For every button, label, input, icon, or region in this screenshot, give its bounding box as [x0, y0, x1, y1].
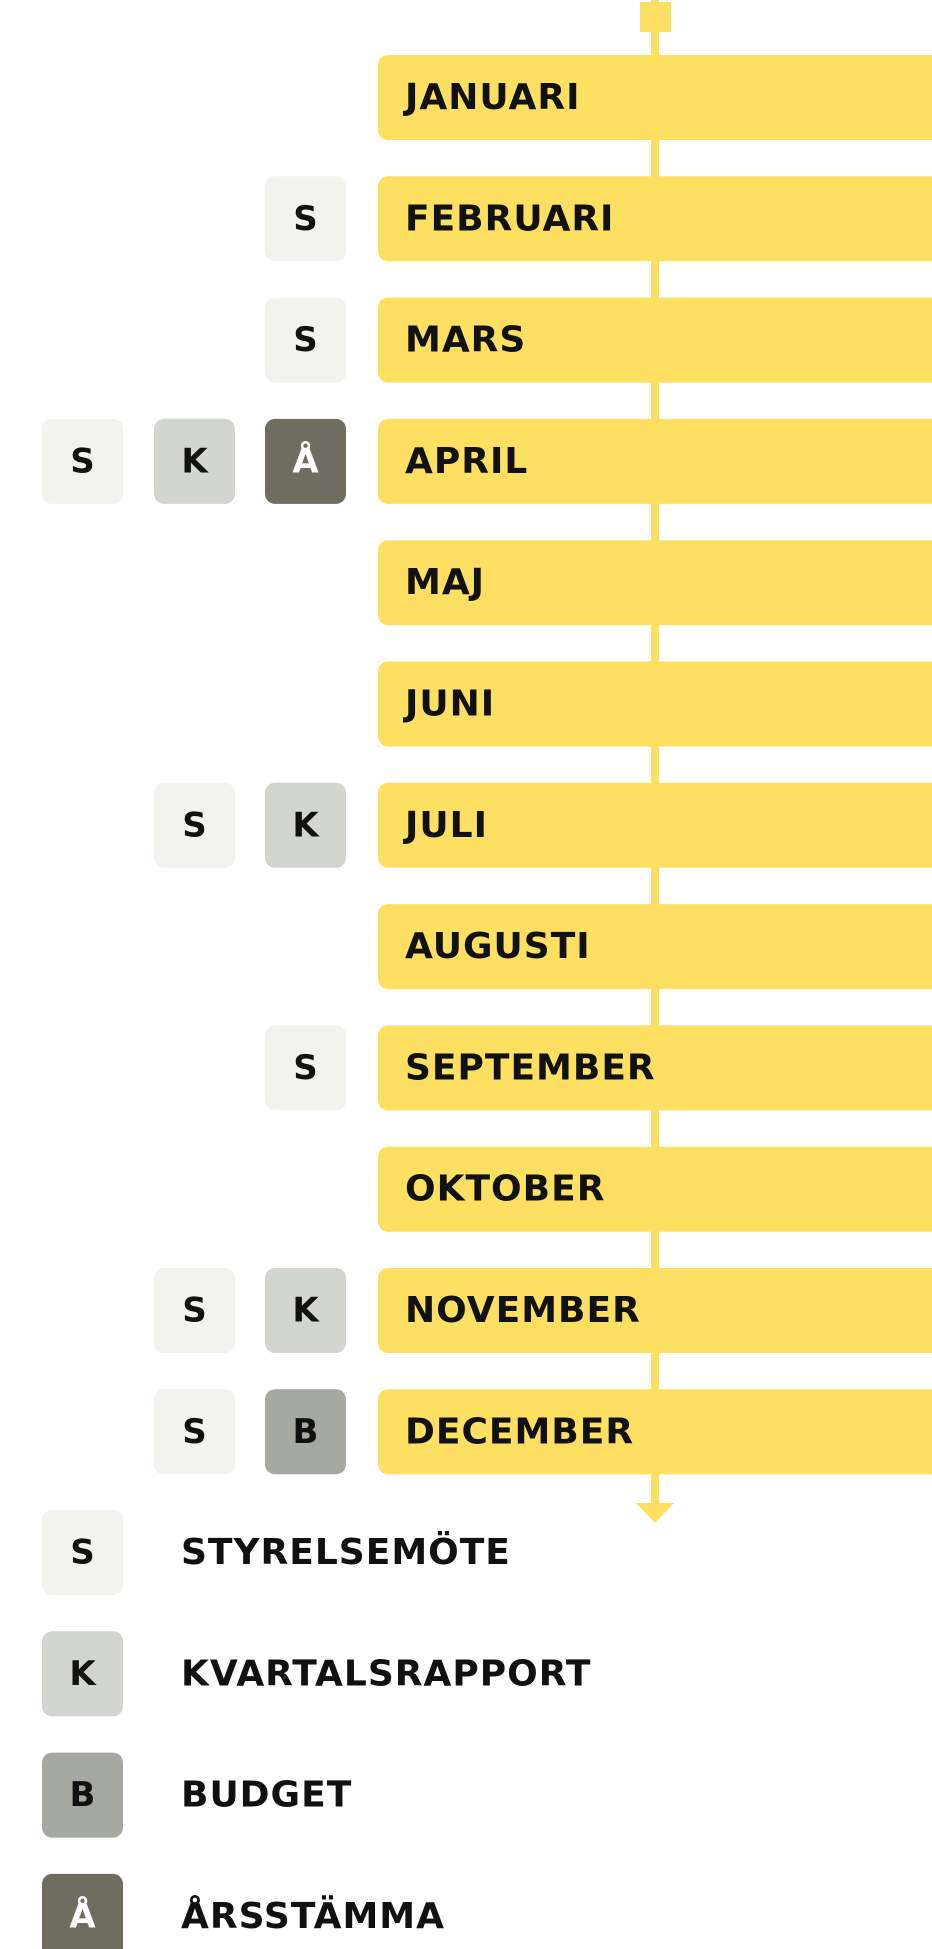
- badge: [42, 1752, 123, 1838]
- month-bar: [378, 661, 932, 747]
- badge: [154, 1268, 235, 1353]
- timeline-arrow: [636, 1503, 674, 1523]
- badge: [265, 1268, 346, 1353]
- month-bar: [378, 1389, 932, 1475]
- month-label: MARS: [405, 320, 526, 361]
- badge-letter: S: [70, 441, 95, 481]
- month-label: NOVEMBER: [405, 1290, 641, 1331]
- badge-letter: K: [181, 441, 209, 481]
- badge-letter: S: [293, 199, 318, 239]
- badge-letter: S: [182, 1291, 207, 1331]
- legend-label: BUDGET: [181, 1775, 352, 1816]
- badge-letter: B: [70, 1775, 96, 1815]
- legend-label: ÅRSSTÄMMA: [181, 1895, 445, 1937]
- badge: [265, 1389, 346, 1475]
- badge: [42, 1631, 123, 1717]
- badge: [154, 1389, 235, 1475]
- badge-letter: S: [70, 1533, 95, 1573]
- badge-letter: Å: [292, 440, 319, 481]
- badge: [42, 1510, 123, 1595]
- badge: [265, 176, 346, 262]
- badge-letter: K: [292, 805, 320, 845]
- month-label: FEBRUARI: [405, 198, 614, 239]
- month-bar: [378, 176, 932, 262]
- month-bar: [378, 418, 932, 504]
- month-label: AUGUSTI: [405, 926, 591, 967]
- badge-letter: S: [293, 1048, 318, 1088]
- badge: [265, 1025, 346, 1111]
- month-bar: [378, 1025, 932, 1111]
- month-label: JULI: [402, 805, 488, 846]
- month-label: JANUARI: [402, 77, 581, 118]
- month-label: SEPTEMBER: [405, 1047, 656, 1088]
- badge-letter: S: [182, 1412, 207, 1452]
- month-label: DECEMBER: [405, 1411, 634, 1452]
- month-label: OKTOBER: [405, 1169, 605, 1210]
- month-bar: [378, 1268, 932, 1353]
- legend-label: KVARTALSRAPPORT: [181, 1653, 591, 1694]
- month-bar: [378, 540, 932, 626]
- badge-letter: K: [292, 1291, 320, 1331]
- badge-letter: S: [293, 320, 318, 360]
- badge: [42, 418, 123, 504]
- badge-letter: S: [182, 805, 207, 845]
- month-label: JUNI: [402, 684, 495, 725]
- badge-letter: B: [293, 1412, 319, 1452]
- badge-letter: Å: [69, 1895, 96, 1936]
- badge-letter: K: [69, 1654, 97, 1694]
- badge: [265, 297, 346, 383]
- badge: [154, 782, 235, 868]
- month-label: APRIL: [405, 441, 528, 482]
- month-bar: [378, 904, 932, 990]
- legend-label: STYRELSEMÖTE: [181, 1531, 511, 1573]
- timeline-line: [651, 0, 659, 1505]
- month-bar: [378, 55, 932, 140]
- month-bar: [378, 782, 932, 868]
- badge: [265, 418, 346, 504]
- badge: [154, 418, 235, 504]
- badge: [42, 1873, 123, 1949]
- badge: [265, 782, 346, 868]
- month-bar: [378, 297, 932, 383]
- month-label: MAJ: [405, 562, 485, 603]
- month-bar: [378, 1146, 932, 1232]
